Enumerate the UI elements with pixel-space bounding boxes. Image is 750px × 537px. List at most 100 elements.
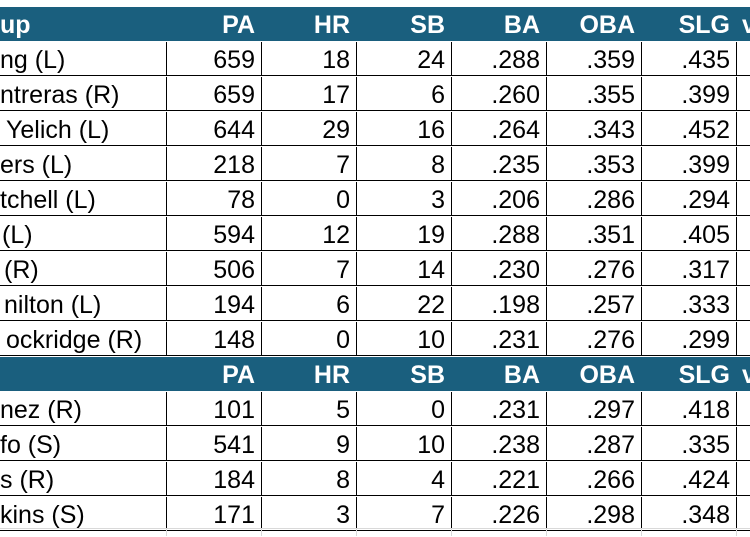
pa-cell[interactable]: 594 <box>166 217 261 251</box>
player-name[interactable]: kins (S) <box>0 497 166 531</box>
hr-cell[interactable]: 7 <box>261 147 356 181</box>
oba-cell[interactable]: .355 <box>546 77 641 111</box>
player-name[interactable]: (R) <box>0 252 166 286</box>
oba-cell[interactable]: .353 <box>546 147 641 181</box>
ba-cell[interactable]: .235 <box>451 147 546 181</box>
hr-cell[interactable]: 9 <box>261 427 356 461</box>
ba-cell[interactable]: .226 <box>451 497 546 531</box>
partial-cell[interactable] <box>736 147 750 181</box>
ba-cell[interactable]: .260 <box>451 77 546 111</box>
header-sb[interactable]: SB <box>410 11 445 39</box>
header-slg[interactable]: SLG <box>678 361 730 389</box>
ba-cell[interactable]: .238 <box>451 427 546 461</box>
pa-cell[interactable]: 644 <box>166 112 261 146</box>
pa-cell[interactable]: 659 <box>166 42 261 76</box>
slg-cell[interactable]: .348 <box>641 497 736 531</box>
header-partial[interactable]: v <box>742 11 750 39</box>
ba-cell[interactable]: .231 <box>451 392 546 426</box>
slg-cell[interactable]: .317 <box>641 252 736 286</box>
header-ba[interactable]: BA <box>503 361 540 389</box>
player-name[interactable]: nez (R) <box>0 392 166 426</box>
ba-cell[interactable]: .221 <box>451 462 546 496</box>
slg-cell[interactable]: .399 <box>641 77 736 111</box>
pa-cell[interactable]: 659 <box>166 77 261 111</box>
partial-cell[interactable] <box>736 252 750 286</box>
player-name[interactable]: ers (L) <box>0 147 166 181</box>
oba-cell[interactable]: .298 <box>546 497 641 531</box>
slg-cell[interactable]: .435 <box>641 42 736 76</box>
sb-cell[interactable]: 22 <box>356 287 451 321</box>
sb-cell[interactable]: 16 <box>356 112 451 146</box>
partial-cell[interactable] <box>736 392 750 426</box>
partial-cell[interactable] <box>736 217 750 251</box>
slg-cell[interactable]: .333 <box>641 287 736 321</box>
ba-cell[interactable]: .206 <box>451 182 546 216</box>
header-pa[interactable]: PA <box>222 11 255 39</box>
player-name[interactable]: nilton (L) <box>0 287 166 321</box>
partial-cell[interactable] <box>736 497 750 531</box>
sb-cell[interactable]: 0 <box>356 392 451 426</box>
slg-cell[interactable]: .294 <box>641 182 736 216</box>
header-oba[interactable]: OBA <box>579 361 635 389</box>
player-name[interactable]: Yelich (L) <box>0 112 166 146</box>
sb-cell[interactable]: 7 <box>356 497 451 531</box>
player-name[interactable]: ntreras (R) <box>0 77 166 111</box>
ba-cell[interactable]: .264 <box>451 112 546 146</box>
lineup-header-label[interactable]: up <box>0 11 31 39</box>
header-hr[interactable]: HR <box>313 11 350 39</box>
ba-cell[interactable]: .198 <box>451 287 546 321</box>
oba-cell[interactable]: .266 <box>546 462 641 496</box>
hr-cell[interactable]: 17 <box>261 77 356 111</box>
oba-cell[interactable]: .297 <box>546 392 641 426</box>
hr-cell[interactable]: 12 <box>261 217 356 251</box>
player-name[interactable]: fo (S) <box>0 427 166 461</box>
partial-cell[interactable] <box>736 112 750 146</box>
oba-cell[interactable]: .257 <box>546 287 641 321</box>
hr-cell[interactable]: 29 <box>261 112 356 146</box>
pa-cell[interactable]: 184 <box>166 462 261 496</box>
header-ba[interactable]: BA <box>503 11 540 39</box>
player-name[interactable]: ockridge (R) <box>0 322 166 356</box>
pa-cell[interactable]: 218 <box>166 147 261 181</box>
partial-cell[interactable] <box>736 462 750 496</box>
hr-cell[interactable]: 7 <box>261 252 356 286</box>
slg-cell[interactable]: .405 <box>641 217 736 251</box>
pa-cell[interactable]: 171 <box>166 497 261 531</box>
pa-cell[interactable]: 506 <box>166 252 261 286</box>
partial-cell[interactable] <box>736 322 750 356</box>
oba-cell[interactable]: .276 <box>546 252 641 286</box>
header-partial[interactable]: v <box>742 361 750 389</box>
pa-cell[interactable]: 148 <box>166 322 261 356</box>
sb-cell[interactable]: 14 <box>356 252 451 286</box>
hr-cell[interactable]: 0 <box>261 182 356 216</box>
sb-cell[interactable]: 10 <box>356 427 451 461</box>
header-slg[interactable]: SLG <box>678 11 730 39</box>
player-name[interactable]: (L) <box>0 217 166 251</box>
pa-cell[interactable]: 101 <box>166 392 261 426</box>
slg-cell[interactable]: .452 <box>641 112 736 146</box>
pa-cell[interactable]: 78 <box>166 182 261 216</box>
sb-cell[interactable]: 10 <box>356 322 451 356</box>
partial-cell[interactable] <box>736 77 750 111</box>
sb-cell[interactable]: 19 <box>356 217 451 251</box>
oba-cell[interactable]: .276 <box>546 322 641 356</box>
pa-cell[interactable]: 194 <box>166 287 261 321</box>
hr-cell[interactable]: 6 <box>261 287 356 321</box>
ba-cell[interactable]: .230 <box>451 252 546 286</box>
sb-cell[interactable]: 6 <box>356 77 451 111</box>
slg-cell[interactable]: .418 <box>641 392 736 426</box>
ba-cell[interactable]: .288 <box>451 217 546 251</box>
player-name[interactable]: ng (L) <box>0 42 166 76</box>
header-oba[interactable]: OBA <box>579 11 635 39</box>
sb-cell[interactable]: 4 <box>356 462 451 496</box>
ba-cell[interactable]: .288 <box>451 42 546 76</box>
oba-cell[interactable]: .287 <box>546 427 641 461</box>
empty-row[interactable] <box>0 528 750 537</box>
ba-cell[interactable]: .231 <box>451 322 546 356</box>
slg-cell[interactable]: .335 <box>641 427 736 461</box>
sb-cell[interactable]: 3 <box>356 182 451 216</box>
oba-cell[interactable]: .359 <box>546 42 641 76</box>
hr-cell[interactable]: 8 <box>261 462 356 496</box>
slg-cell[interactable]: .399 <box>641 147 736 181</box>
player-name[interactable]: tchell (L) <box>0 182 166 216</box>
